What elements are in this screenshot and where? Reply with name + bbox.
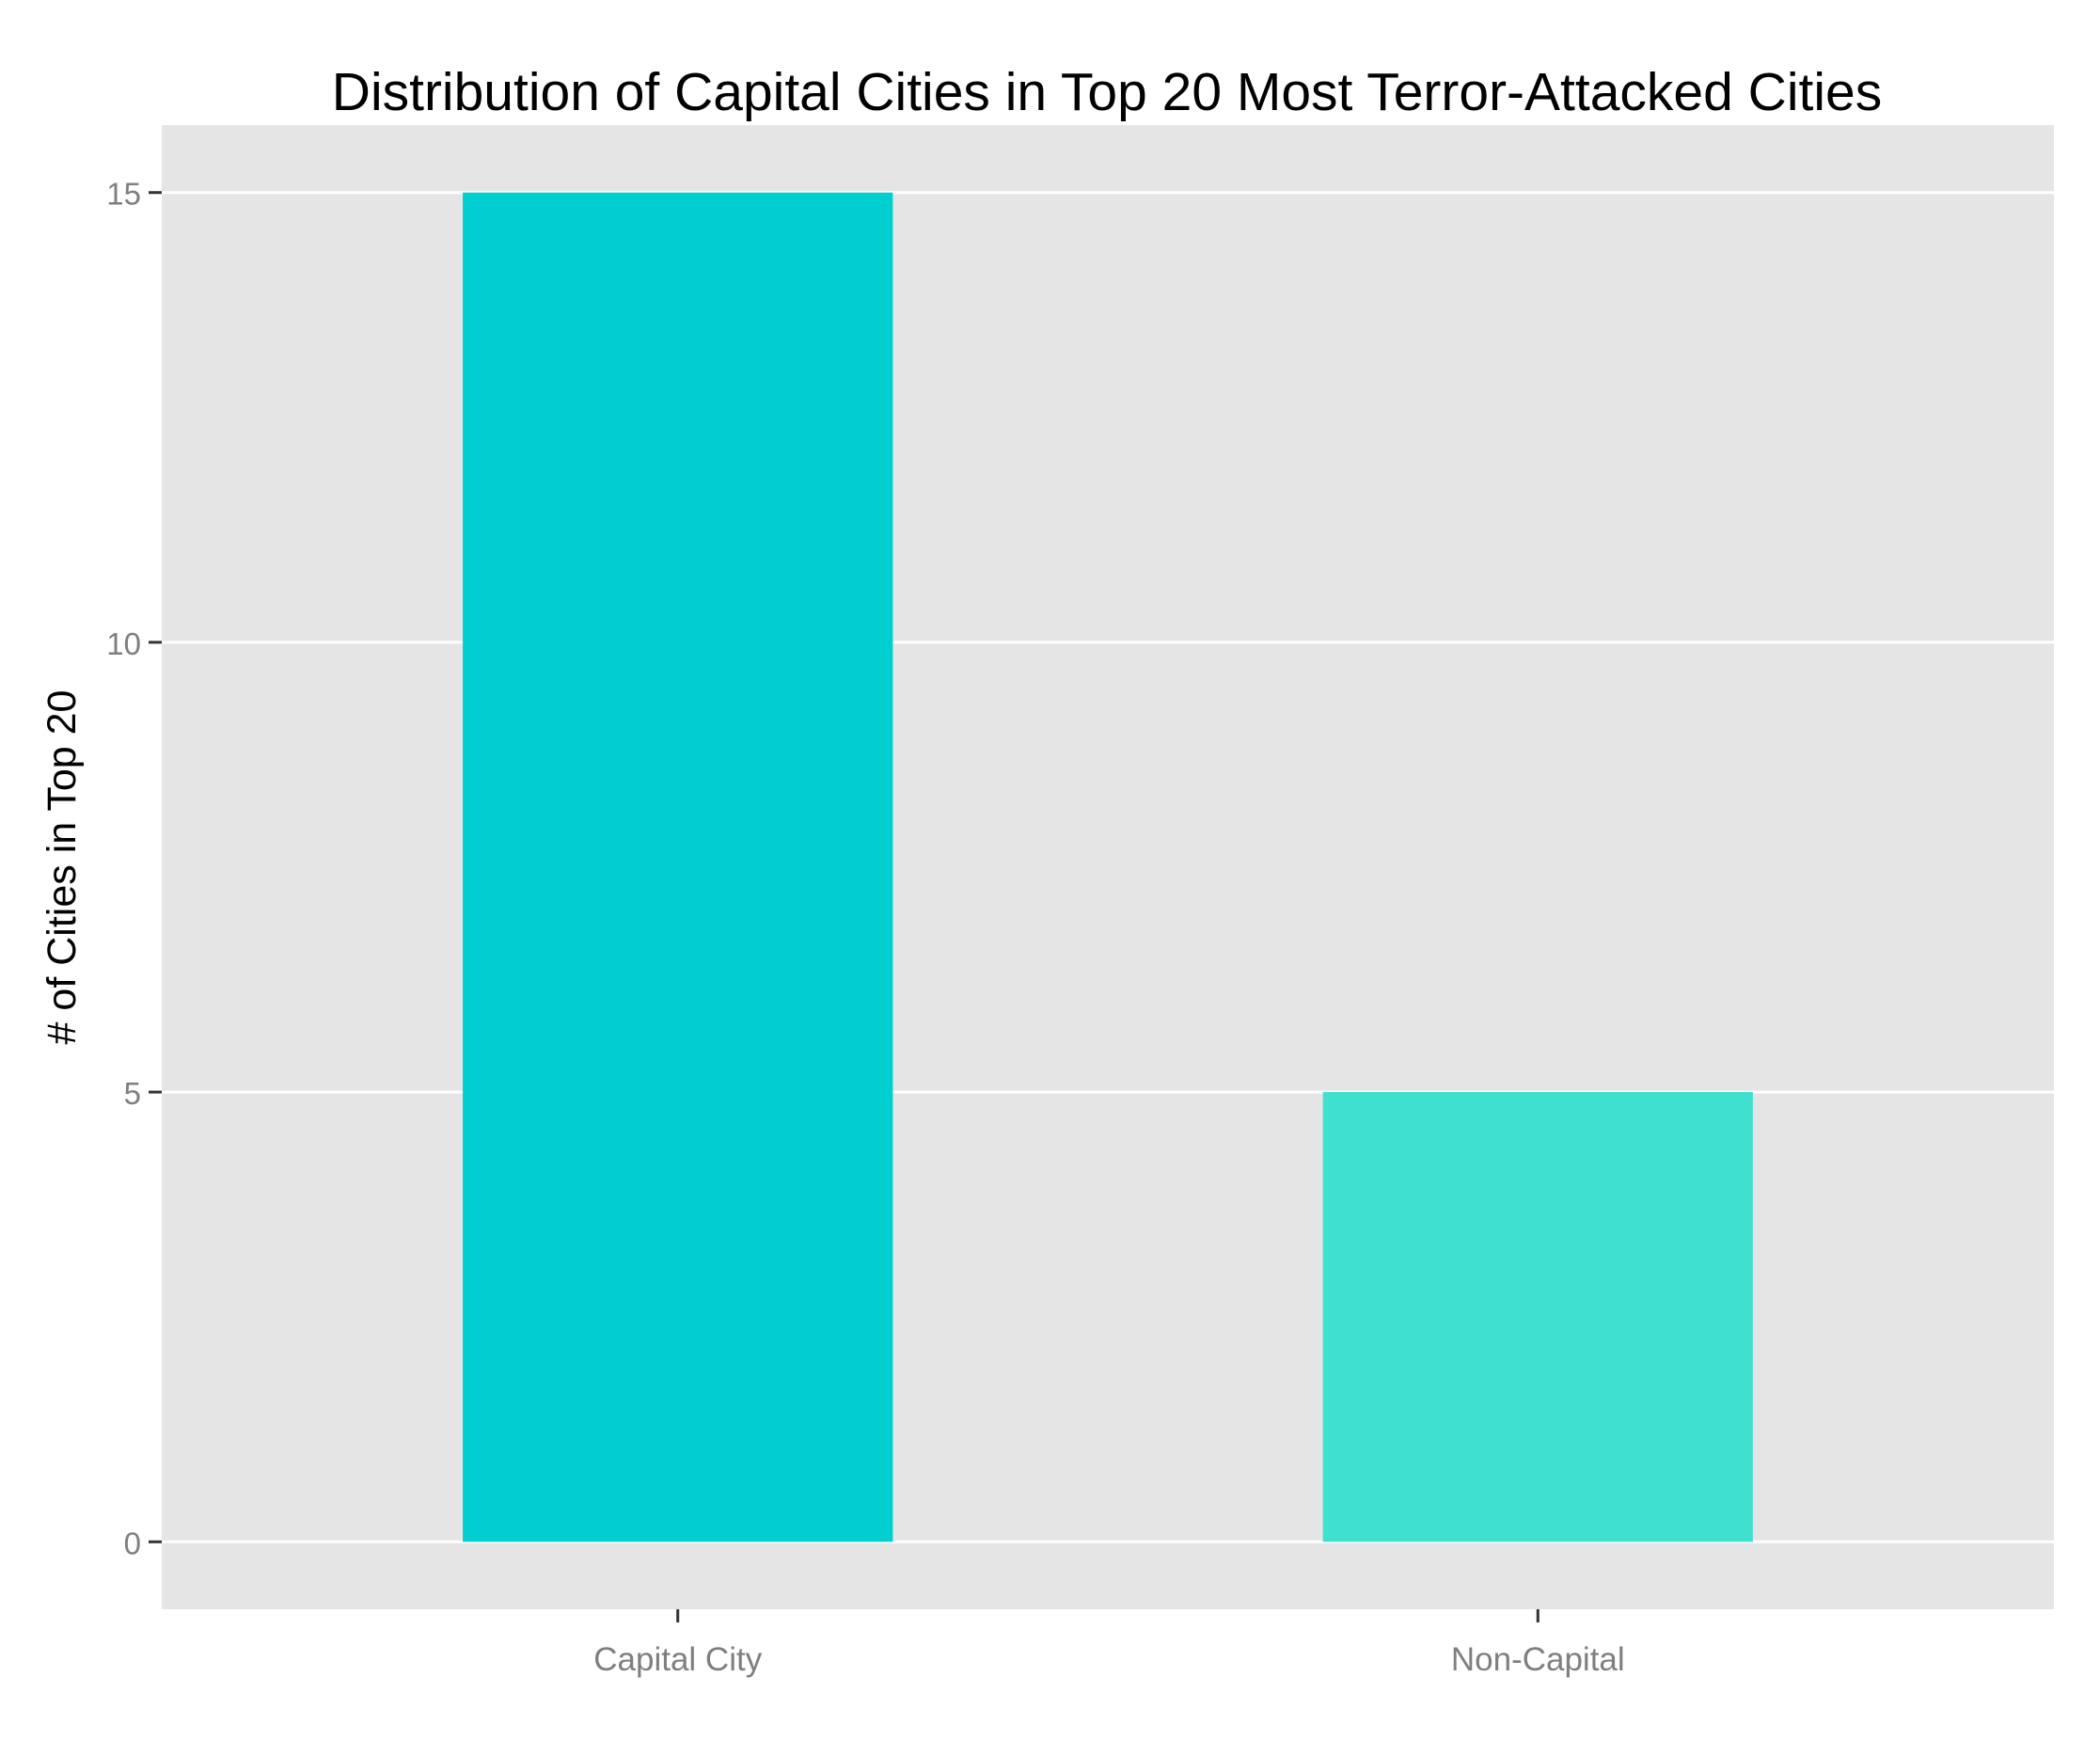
chart-title: Distribution of Capital Cities in Top 20… (332, 62, 1882, 122)
y-axis: 0 5 10 15 (106, 177, 162, 1560)
y-tick-label: 0 (124, 1526, 141, 1560)
x-axis: Capital City Non-Capital (593, 1609, 1625, 1678)
x-tick-label: Non-Capital (1451, 1641, 1625, 1678)
bar-capital-city (463, 192, 893, 1542)
bars-layer (463, 192, 1753, 1542)
bar-non-capital (1322, 1092, 1753, 1542)
y-tick-label: 10 (106, 626, 141, 661)
y-axis-title: # of Cities in Top 20 (39, 690, 85, 1045)
y-tick-label: 5 (124, 1076, 141, 1111)
y-tick-label: 15 (106, 177, 141, 212)
x-tick-label: Capital City (593, 1641, 762, 1678)
plot-panel (162, 125, 2054, 1609)
